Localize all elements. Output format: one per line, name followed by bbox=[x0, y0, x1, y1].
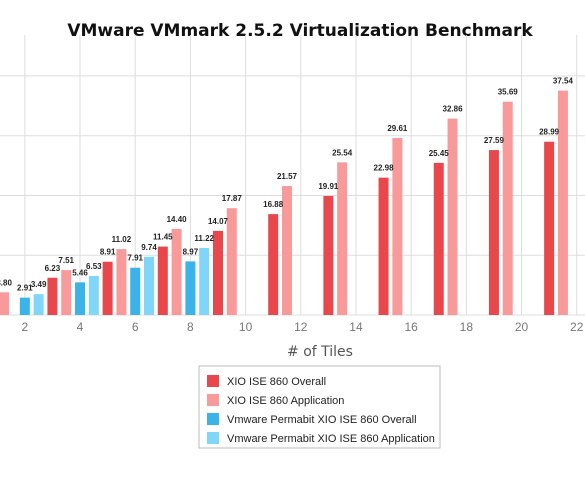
chart-title: VMware VMmark 2.5.2 Virtualization Bench… bbox=[67, 21, 533, 41]
legend-swatch bbox=[207, 394, 219, 406]
x-tick-label: 6 bbox=[132, 320, 139, 334]
x-axis-label: # of Tiles bbox=[287, 344, 353, 360]
bar bbox=[144, 256, 155, 315]
bar bbox=[226, 208, 237, 315]
data-label: 3.49 bbox=[31, 280, 47, 289]
bar bbox=[130, 267, 141, 315]
data-label: 17.87 bbox=[222, 194, 243, 203]
bar bbox=[157, 246, 168, 315]
data-label: 29.61 bbox=[387, 124, 408, 133]
data-label: 11.02 bbox=[112, 235, 132, 244]
data-label: 9.74 bbox=[141, 243, 157, 252]
legend-entry: Vmware Permabit XIO ISE 860 Overall bbox=[227, 414, 417, 426]
data-label: 32.86 bbox=[443, 105, 464, 114]
x-tick-label: 4 bbox=[77, 320, 84, 334]
data-label: 14.40 bbox=[167, 215, 188, 224]
bar bbox=[392, 138, 403, 315]
legend-entry: XIO ISE 860 Overall bbox=[227, 376, 326, 388]
data-label: 2.91 bbox=[17, 284, 33, 293]
bar bbox=[102, 261, 113, 315]
x-tick-label: 20 bbox=[515, 320, 529, 334]
bars bbox=[0, 90, 568, 316]
x-tick-label: 8 bbox=[187, 320, 194, 334]
data-label: 35.69 bbox=[498, 88, 519, 97]
x-tick-label: 10 bbox=[239, 320, 253, 334]
bar bbox=[544, 141, 555, 315]
bar bbox=[323, 195, 334, 315]
x-tick-label: 14 bbox=[349, 320, 363, 334]
x-tick-label: 12 bbox=[294, 320, 308, 334]
x-tick-labels: 2 4 6 8 10 12 14 16 18 20 22 bbox=[21, 320, 583, 334]
x-tick-label: 18 bbox=[460, 320, 474, 334]
legend-swatch bbox=[207, 432, 219, 444]
bar bbox=[502, 101, 513, 316]
bar bbox=[199, 247, 210, 315]
legend: XIO ISE 860 Overall XIO ISE 860 Applicati… bbox=[198, 365, 441, 449]
bar bbox=[33, 294, 44, 315]
legend-entry: Vmware Permabit XIO ISE 860 Application bbox=[227, 433, 435, 445]
data-label: 25.45 bbox=[429, 149, 450, 158]
data-label: 21.57 bbox=[277, 172, 298, 181]
legend-swatch bbox=[207, 375, 219, 387]
legend-box bbox=[198, 365, 441, 449]
data-label: 8.91 bbox=[100, 248, 116, 257]
bar bbox=[433, 162, 444, 315]
bar bbox=[61, 270, 72, 315]
data-label: 7.91 bbox=[127, 254, 143, 263]
data-labels: 6.23 8.91 11.45 14.07 16.88 19.91 22.98 25.45 27… bbox=[0, 77, 573, 293]
data-label: 27.59 bbox=[484, 136, 505, 145]
bar bbox=[557, 90, 568, 315]
bar bbox=[19, 297, 30, 315]
bar bbox=[47, 277, 58, 315]
bar bbox=[0, 292, 10, 315]
data-label: 22.98 bbox=[374, 164, 395, 173]
x-tick-label: 22 bbox=[570, 320, 584, 334]
data-label: 37.54 bbox=[553, 77, 574, 86]
data-label: 6.23 bbox=[45, 264, 61, 273]
bar bbox=[378, 177, 389, 315]
data-label: 14.07 bbox=[208, 217, 229, 226]
bar bbox=[185, 261, 196, 315]
data-label: 6.53 bbox=[86, 262, 102, 271]
data-label: 25.54 bbox=[332, 148, 353, 157]
data-label: 3.80 bbox=[0, 278, 12, 287]
bar bbox=[212, 230, 223, 315]
x-tick-label: 16 bbox=[404, 320, 418, 334]
legend-entry: XIO ISE 860 Application bbox=[227, 395, 344, 407]
data-label: 28.99 bbox=[539, 128, 560, 137]
bar bbox=[447, 118, 458, 316]
grid-lines bbox=[0, 35, 585, 316]
data-label: 11.22 bbox=[194, 234, 214, 243]
bar bbox=[337, 162, 348, 315]
bar bbox=[268, 214, 279, 315]
legend-swatch bbox=[207, 413, 219, 425]
bar bbox=[88, 275, 99, 315]
data-label: 16.88 bbox=[263, 200, 284, 209]
bar bbox=[281, 186, 292, 315]
x-tick-label: 2 bbox=[21, 320, 28, 334]
data-label: 5.46 bbox=[72, 268, 88, 277]
bar bbox=[488, 150, 499, 315]
data-label: 7.51 bbox=[58, 256, 74, 265]
bar bbox=[171, 228, 182, 315]
bar bbox=[116, 249, 127, 315]
data-label: 8.97 bbox=[183, 247, 199, 256]
bar bbox=[75, 282, 86, 315]
data-label: 11.45 bbox=[153, 233, 173, 242]
data-label: 19.91 bbox=[318, 182, 339, 191]
